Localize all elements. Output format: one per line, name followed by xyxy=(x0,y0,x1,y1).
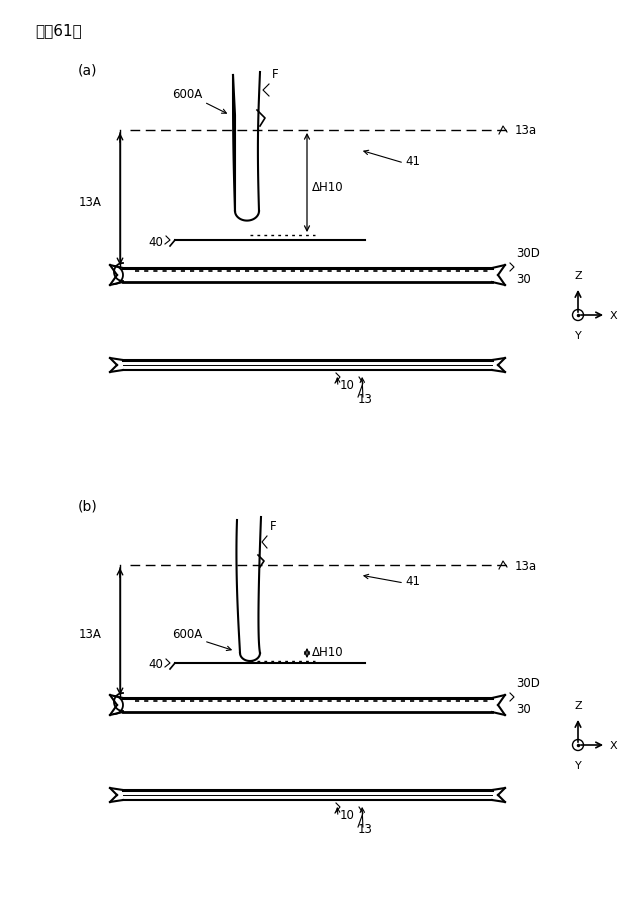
Text: X: X xyxy=(610,741,618,751)
Text: 13: 13 xyxy=(358,823,373,836)
Text: Z: Z xyxy=(574,701,582,711)
Text: ΔH10: ΔH10 xyxy=(312,647,344,660)
Text: 41: 41 xyxy=(405,575,420,588)
Text: 41: 41 xyxy=(405,155,420,168)
Text: Y: Y xyxy=(575,761,581,771)
Text: 40: 40 xyxy=(148,235,163,248)
Text: 13A: 13A xyxy=(79,628,101,641)
Text: Y: Y xyxy=(575,331,581,341)
Text: 13A: 13A xyxy=(79,196,101,209)
Text: 30: 30 xyxy=(516,273,531,286)
Text: 13a: 13a xyxy=(515,560,537,572)
Text: F: F xyxy=(270,520,276,533)
Text: 13: 13 xyxy=(358,393,373,406)
Text: Z: Z xyxy=(574,271,582,281)
Text: 『図61』: 『図61』 xyxy=(35,23,82,38)
Text: 40: 40 xyxy=(148,659,163,671)
Text: 30D: 30D xyxy=(516,247,540,260)
Text: F: F xyxy=(272,68,278,81)
Text: 30: 30 xyxy=(516,703,531,716)
Text: 13a: 13a xyxy=(515,125,537,137)
Text: 10: 10 xyxy=(340,379,355,392)
Text: 10: 10 xyxy=(340,809,355,822)
Text: (b): (b) xyxy=(78,499,98,513)
Text: 600A: 600A xyxy=(172,628,202,641)
Text: ΔH10: ΔH10 xyxy=(312,181,344,194)
Text: X: X xyxy=(610,311,618,321)
Text: 600A: 600A xyxy=(172,88,202,101)
Text: (a): (a) xyxy=(78,64,97,78)
Text: 30D: 30D xyxy=(516,677,540,690)
